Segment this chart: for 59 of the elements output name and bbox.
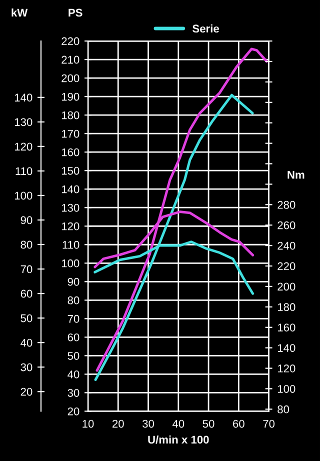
y-tick-label: 120 [62, 222, 80, 230]
y-tick-label: 150 [62, 166, 80, 175]
x-tick-label: 30 [142, 420, 154, 428]
y3-tick-label: 60 [20, 290, 32, 298]
y-tick-label: 130 [62, 204, 80, 212]
y3-tick-label: 20 [20, 388, 32, 396]
y3-axis-title: kW [12, 8, 28, 17]
y2-tick-label: 200 [278, 282, 296, 291]
legend-label: Serie [192, 24, 219, 33]
y2-tick-label: 120 [278, 364, 296, 372]
y2-tick-label: 220 [278, 262, 296, 270]
y3-tick-label: 140 [14, 94, 32, 102]
line-series [96, 48, 268, 372]
y-tick-label: 80 [68, 296, 80, 304]
y3-tick-label: 70 [20, 265, 32, 274]
y2-tick-label: 240 [278, 242, 296, 250]
y-tick-label: 140 [62, 185, 80, 194]
y3-tick-label: 130 [14, 118, 32, 126]
y3-tick-label: 40 [20, 338, 32, 347]
y3-tick-label: 100 [14, 192, 32, 200]
y-tick-label: 190 [62, 92, 80, 101]
x-tick-label: 20 [112, 420, 124, 428]
y-tick-label: 170 [62, 130, 80, 138]
line-series [94, 94, 254, 381]
y-tick-label: 100 [62, 259, 80, 268]
y3-tick-label: 90 [20, 216, 32, 224]
y-tick-label: 70 [68, 314, 80, 323]
y2-tick-label: 260 [278, 221, 296, 230]
y3-tick-label: 50 [20, 314, 32, 322]
y-tick-label: 110 [62, 240, 80, 249]
y2-tick-label: 140 [278, 344, 296, 352]
y-tick-label: 30 [68, 388, 80, 397]
y2-axis-title: Nm [288, 171, 304, 179]
y-tick-label: 40 [68, 370, 80, 378]
y2-tick-label: 160 [278, 324, 296, 332]
x-tick-label: 60 [233, 420, 244, 428]
y2-tick-label: 180 [278, 303, 296, 312]
y-tick-label: 220 [62, 37, 80, 46]
y-tick-label: 180 [62, 111, 80, 120]
x-tick-label: 40 [172, 420, 184, 428]
x-tick-label: 70 [263, 420, 275, 428]
y-axis-title: PS [68, 8, 82, 17]
x-tick-label: 10 [82, 420, 94, 428]
y2-tick-label: 280 [278, 200, 296, 209]
y-tick-label: 20 [68, 407, 80, 416]
y3-tick-label: 120 [14, 142, 32, 151]
y-tick-label: 210 [62, 56, 80, 64]
y3-tick-label: 110 [16, 167, 32, 176]
y-tick-label: 160 [62, 148, 80, 156]
y-tick-label: 50 [68, 352, 80, 360]
y3-tick-label: 80 [20, 240, 32, 249]
x-tick-label: 50 [202, 420, 214, 428]
y-tick-label: 90 [68, 278, 80, 286]
y2-tick-label: 80 [278, 405, 290, 414]
x-axis-title: U/min x 100 [148, 435, 209, 444]
y2-tick-label: 100 [278, 384, 296, 393]
y3-tick-label: 30 [20, 363, 32, 372]
y-tick-label: 200 [62, 74, 80, 82]
y-tick-label: 60 [68, 333, 80, 342]
